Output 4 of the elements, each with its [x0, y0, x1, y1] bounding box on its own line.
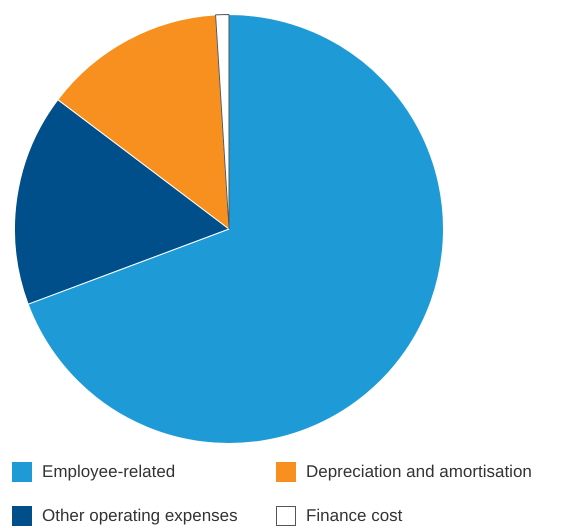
- legend-label: Employee-related: [42, 462, 176, 482]
- legend-label: Depreciation and amortisation: [306, 462, 532, 482]
- legend-label: Other operating expenses: [42, 506, 238, 526]
- legend-label: Finance cost: [306, 506, 402, 526]
